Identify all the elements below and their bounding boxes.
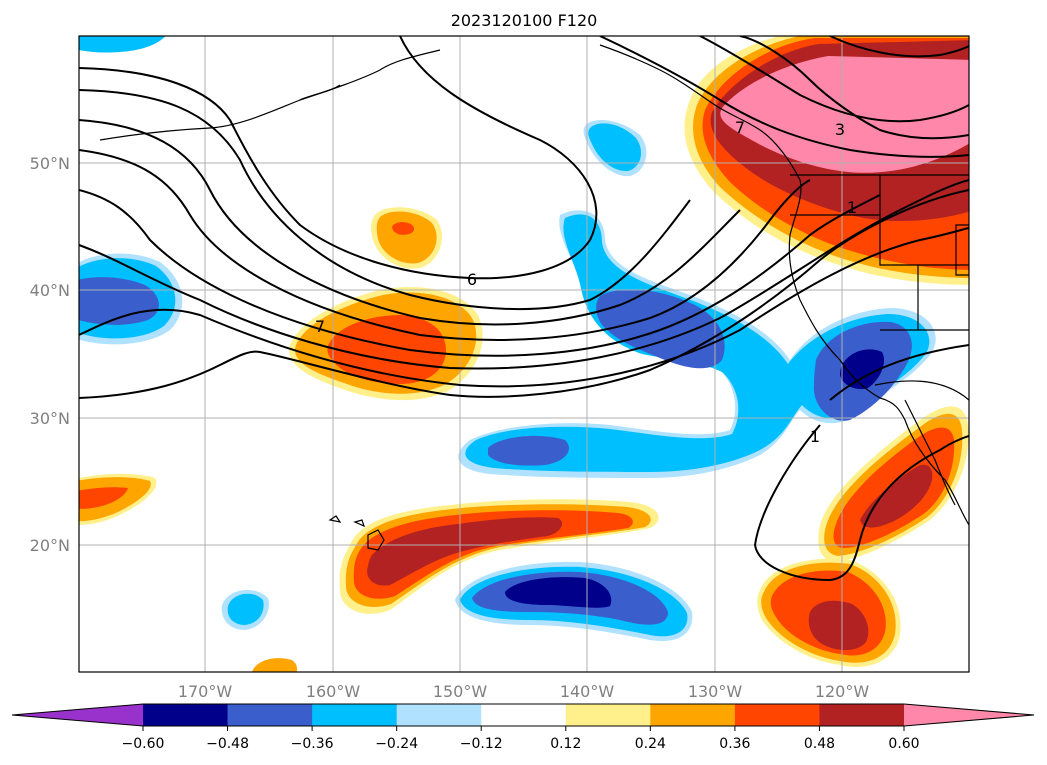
- lat-label: 20°N: [30, 536, 70, 555]
- longitude-labels: 170°W 160°W 150°W 140°W 130°W 120°W: [178, 682, 870, 701]
- contour-label: 7: [735, 118, 745, 137]
- height-contours: [79, 36, 969, 582]
- colorbar-segment: [565, 704, 651, 726]
- negative-region-topleft: [79, 36, 166, 53]
- colorbar-tick-label: −0.12: [460, 736, 503, 752]
- map-frame: [78, 35, 970, 673]
- lat-label: 50°N: [30, 154, 70, 173]
- coastlines: [99, 44, 969, 551]
- colorbar-extend-high: [904, 704, 1034, 726]
- negative-region-north-blue: [588, 123, 642, 172]
- colorbar-segment: [734, 704, 820, 726]
- colorbar-tick-label: 0.24: [635, 736, 666, 752]
- figure-title: 2023120100 F120: [451, 11, 598, 30]
- lon-label: 160°W: [306, 682, 361, 701]
- positive-region-baja-darkred: [860, 464, 933, 528]
- colorbar: −0.60 −0.48 −0.36 −0.24 −0.12 0.12 0.24 0.36 0.4…: [11, 703, 1035, 752]
- contour-labels: 6 7 3 1 1 7: [315, 118, 857, 446]
- positive-region-bottom: [252, 658, 297, 672]
- colorbar-tick-label: 0.60: [888, 736, 919, 752]
- colorbar-extend-low: [12, 704, 143, 726]
- positive-region-west-red: [79, 487, 128, 509]
- colorbar-tick-label: −0.36: [291, 736, 334, 752]
- lon-label: 130°W: [688, 682, 743, 701]
- colorbar-segment: [396, 704, 482, 726]
- latitude-labels: 50°N 40°N 30°N 20°N: [30, 154, 70, 555]
- lon-label: 140°W: [560, 682, 615, 701]
- colorbar-tick-label: −0.48: [206, 736, 249, 752]
- lon-label: 150°W: [433, 682, 488, 701]
- positive-region-small-red: [392, 222, 415, 235]
- colorbar-segment: [481, 704, 567, 726]
- lat-label: 40°N: [30, 281, 70, 300]
- colorbar-tick-label: 0.48: [804, 736, 835, 752]
- gridlines: [79, 36, 969, 672]
- map-panel: 6 7 3 1 1 7: [78, 35, 970, 673]
- negative-region-south-navy: [505, 577, 612, 608]
- colorbar-segment: [819, 704, 905, 726]
- negative-region-ca-navy: [840, 349, 885, 390]
- contour-label: 1: [810, 427, 820, 446]
- contour-label: 7: [315, 317, 325, 336]
- colorbar-segment: [650, 704, 736, 726]
- lat-label: 30°N: [30, 409, 70, 428]
- negative-region-small-blue: [227, 593, 264, 625]
- positive-region-hawaii-darkred: [367, 517, 563, 586]
- positive-region-southeast-darkred: [808, 600, 869, 651]
- lon-label: 170°W: [178, 682, 233, 701]
- lon-label: 120°W: [815, 682, 870, 701]
- colorbar-tick-label: 0.12: [550, 736, 581, 752]
- colorbar-tick-label: 0.36: [719, 736, 750, 752]
- contour-label: 1: [847, 198, 857, 217]
- positive-region-small-orange: [376, 211, 437, 264]
- contour-label: 6: [467, 270, 477, 289]
- colorbar-segment: [143, 704, 229, 726]
- colorbar-tick-label: −0.60: [122, 736, 165, 752]
- negative-region-south-darkblue: [488, 435, 569, 466]
- colorbar-segment: [227, 704, 313, 726]
- colorbar-segment: [312, 704, 398, 726]
- colorbar-tick-label: −0.24: [375, 736, 418, 752]
- contour-label: 3: [835, 120, 845, 139]
